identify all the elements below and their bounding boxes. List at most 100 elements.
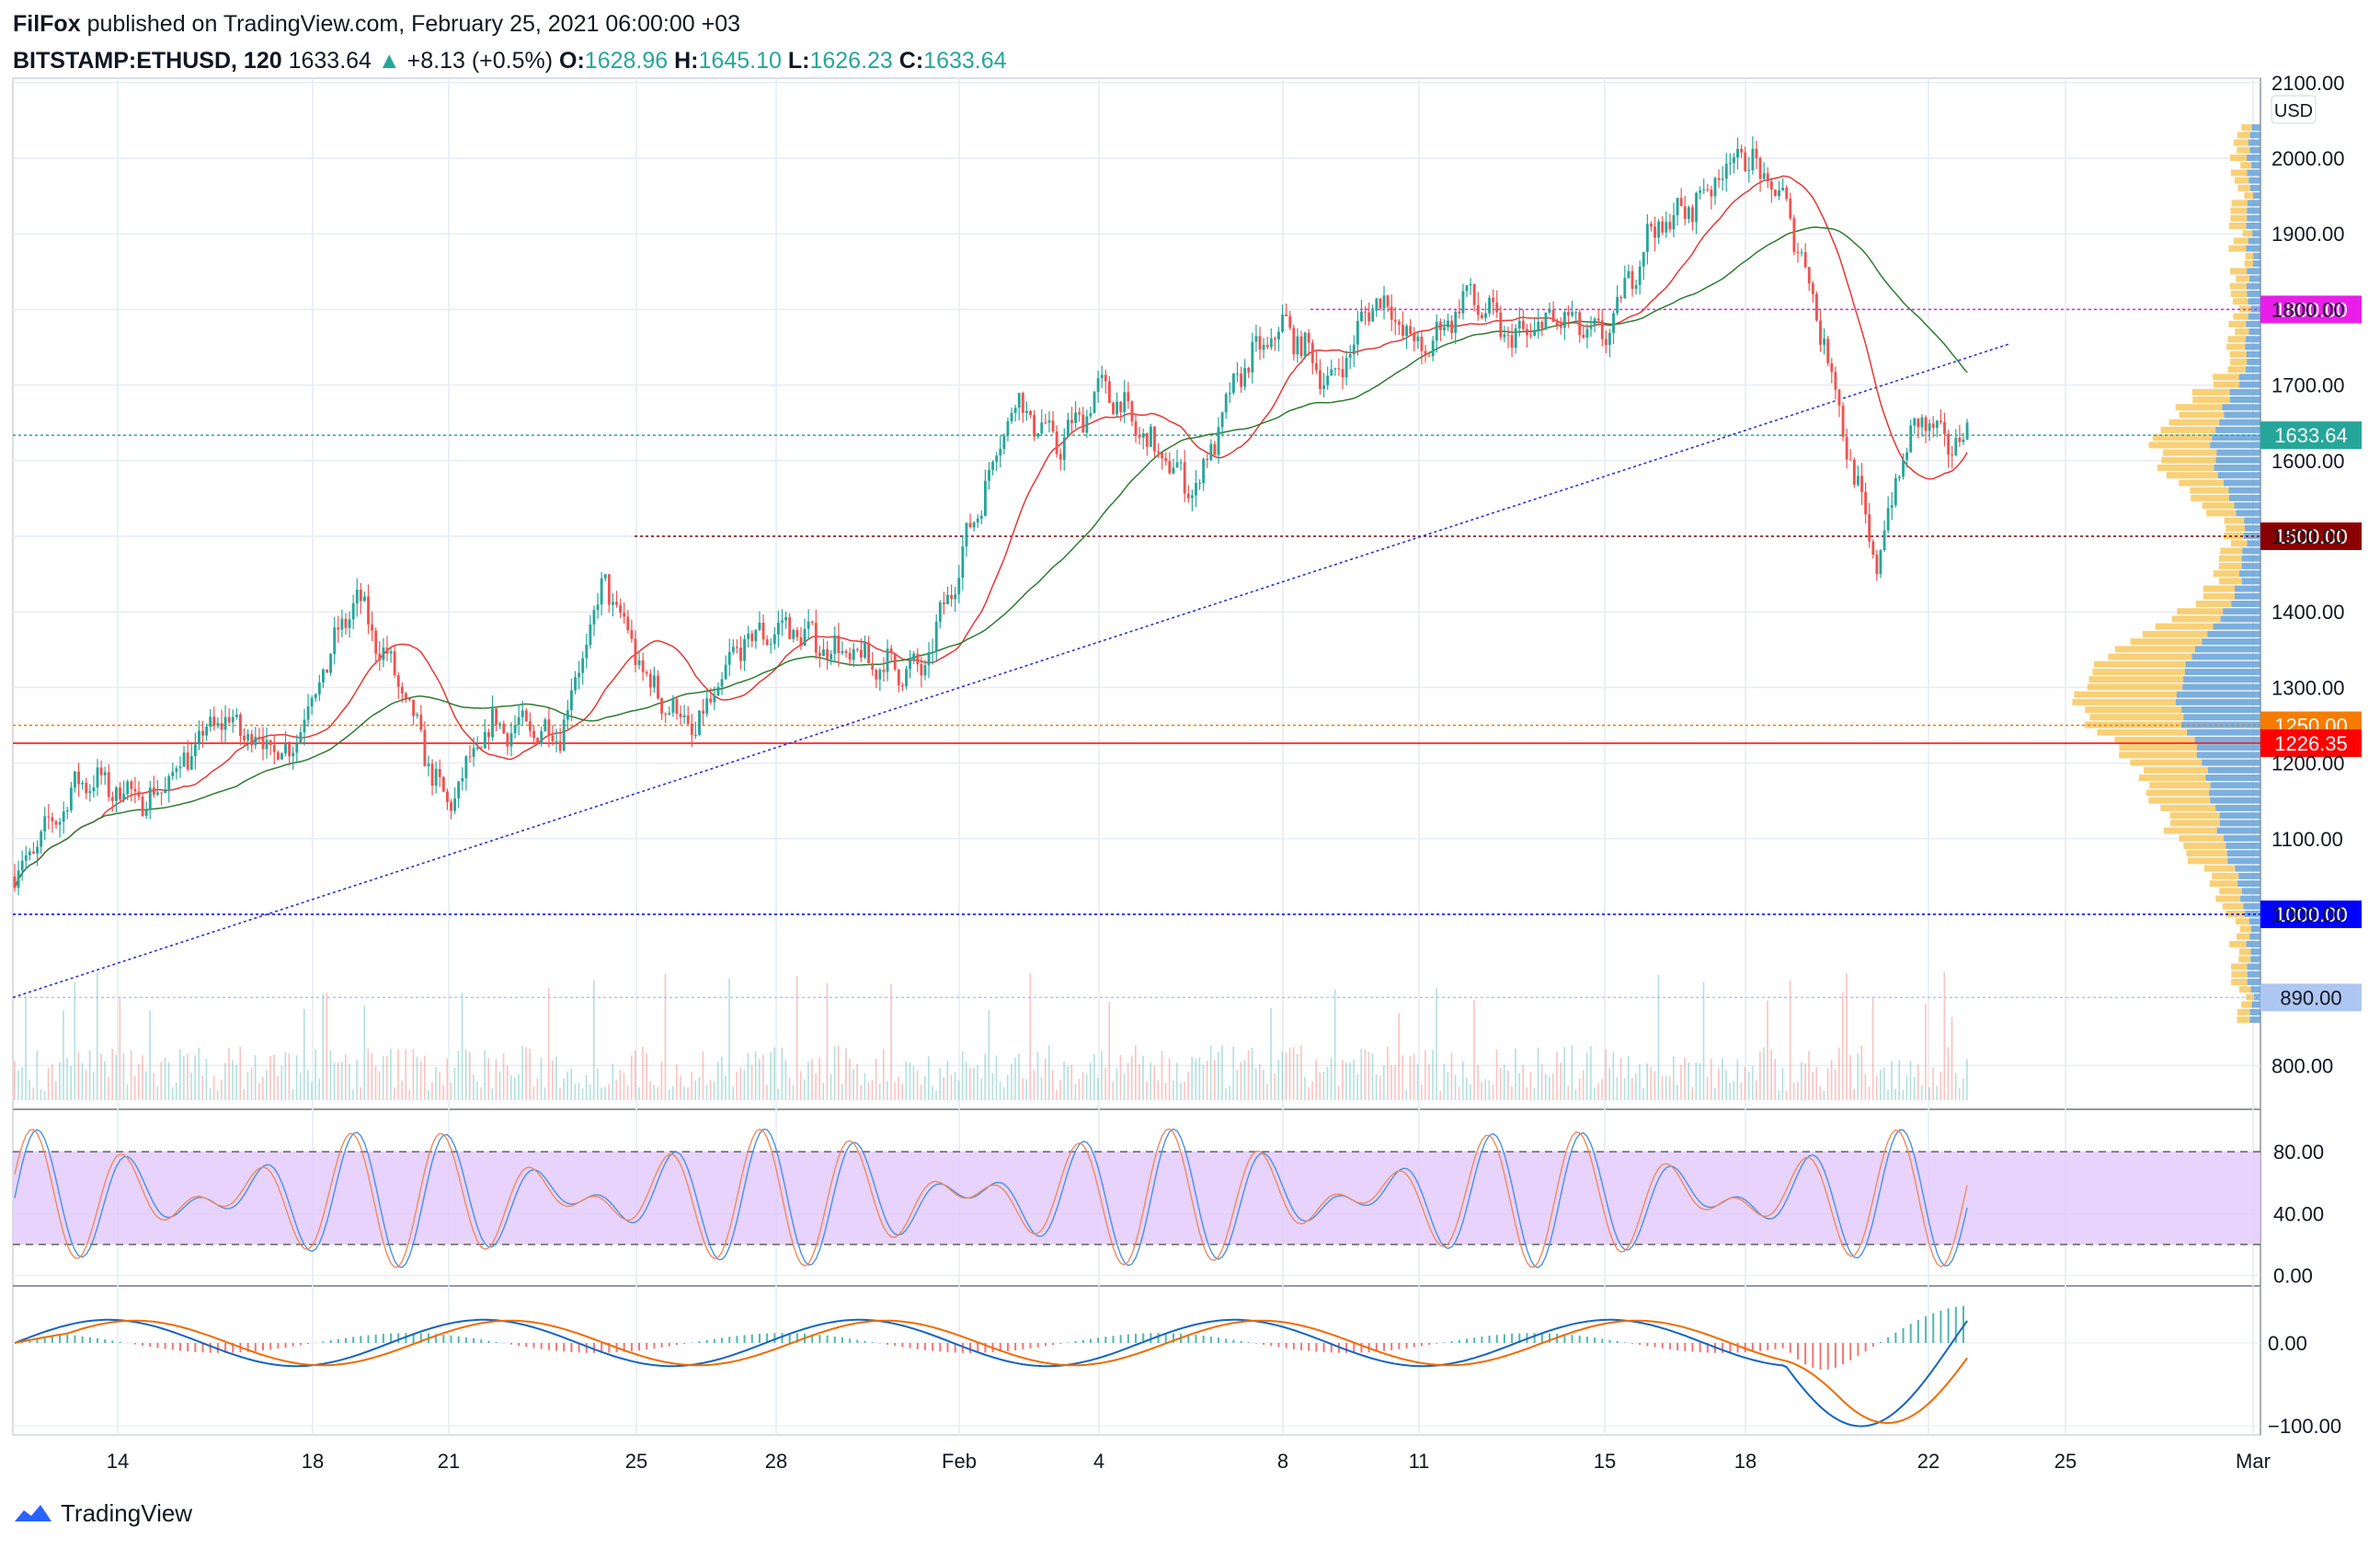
- level-price-label[interactable]: 1800.00: [2274, 298, 2348, 321]
- candle-body: [133, 788, 137, 792]
- time-tick-label[interactable]: 22: [1917, 1450, 1939, 1473]
- level-price-label[interactable]: 1000.00: [2274, 903, 2348, 926]
- time-tick-label[interactable]: 11: [1409, 1450, 1430, 1473]
- candle-body: [968, 522, 972, 528]
- time-tick-label[interactable]: 18: [1734, 1450, 1756, 1473]
- level-price-label[interactable]: 890.00: [2280, 986, 2341, 1009]
- candle-body: [509, 733, 513, 747]
- candle-body: [1153, 426, 1156, 452]
- candle-body: [1371, 310, 1375, 322]
- open-value: 1628.96: [584, 48, 669, 74]
- candle-body: [750, 633, 754, 642]
- volume-bar: [547, 987, 550, 1100]
- level-price-label[interactable]: 1633.64: [2274, 424, 2348, 447]
- candle-body: [1443, 327, 1446, 330]
- candle-body: [1540, 321, 1544, 329]
- time-tick-label[interactable]: 28: [765, 1450, 787, 1473]
- volume-bar: [612, 1063, 614, 1100]
- stoch-tick-label[interactable]: 80.00: [2273, 1141, 2324, 1164]
- macd-tick-label[interactable]: −100.00: [2268, 1415, 2341, 1438]
- time-tick-label[interactable]: 15: [1594, 1450, 1616, 1473]
- brand-name[interactable]: TradingView: [61, 1499, 193, 1527]
- candle-body: [536, 738, 540, 744]
- publisher-name[interactable]: FilFox: [13, 11, 81, 37]
- candle-body: [246, 734, 250, 740]
- volume-bar: [385, 1055, 388, 1100]
- macd-histogram-bar: [1623, 1342, 1626, 1343]
- time-axis[interactable]: 14 18 21 25 28 Feb 4 8 11 15 18 22 25 Mar: [107, 1450, 2271, 1473]
- macd-histogram-bar: [246, 1343, 249, 1352]
- volume-bar: [521, 1046, 523, 1100]
- volume-bar: [1507, 1070, 1509, 1100]
- candle-body: [566, 709, 569, 720]
- macd-tick-label[interactable]: 0.00: [2268, 1332, 2307, 1355]
- stoch-tick-label[interactable]: 0.00: [2273, 1265, 2313, 1288]
- level-price-label[interactable]: 1226.35: [2274, 732, 2348, 755]
- candle-body: [931, 651, 934, 653]
- volume-profile-bar-sell: [2227, 336, 2247, 343]
- volume-bar: [1229, 1085, 1230, 1100]
- volume-profile-bar-buy: [2251, 925, 2260, 933]
- price-tick-label[interactable]: 1800.00: [2271, 298, 2345, 321]
- trendline[interactable]: [12, 342, 2011, 999]
- volume-bar: [1184, 1081, 1185, 1100]
- level-price-label[interactable]: 1500.00: [2274, 525, 2348, 548]
- candle-body: [272, 744, 276, 752]
- candle-body: [1706, 189, 1710, 190]
- ascending-trendline[interactable]: [12, 342, 2011, 999]
- time-tick-label[interactable]: 4: [1093, 1450, 1104, 1473]
- price-tick-label[interactable]: 800.00: [2271, 1054, 2333, 1077]
- macd-histogram-bar: [1751, 1343, 1754, 1352]
- volume-bar: [671, 1086, 674, 1100]
- volume-bar: [130, 1050, 132, 1100]
- volume-bar: [1913, 1076, 1916, 1100]
- volume-bar: [540, 1058, 543, 1100]
- macd-histogram-bar: [74, 1335, 76, 1343]
- volume-bar: [532, 1086, 535, 1100]
- macd-histogram-bar: [901, 1343, 904, 1348]
- time-tick-label[interactable]: 25: [2054, 1450, 2077, 1473]
- time-tick-label[interactable]: Feb: [942, 1450, 977, 1473]
- volume-bar: [841, 1084, 843, 1100]
- macd-histogram-bar: [480, 1339, 483, 1343]
- time-tick-label[interactable]: 18: [302, 1450, 324, 1473]
- time-tick-label[interactable]: Mar: [2236, 1450, 2271, 1473]
- candle-body: [295, 743, 299, 753]
- price-tick-label[interactable]: 2000.00: [2271, 147, 2345, 170]
- macd-histogram-bar: [818, 1335, 821, 1343]
- stoch-tick-label[interactable]: 40.00: [2273, 1202, 2324, 1225]
- volume-profile-bar-buy: [2251, 124, 2260, 132]
- candle-body: [788, 616, 792, 639]
- time-tick-label[interactable]: 8: [1277, 1450, 1288, 1473]
- time-tick-label[interactable]: 21: [438, 1450, 460, 1473]
- macd-histogram-bar: [909, 1343, 911, 1348]
- price-tick-label[interactable]: 1600.00: [2271, 450, 2345, 473]
- price-tick-label[interactable]: 1400.00: [2271, 601, 2345, 624]
- symbol-label[interactable]: BITSTAMP:ETHUSD, 120: [13, 48, 282, 74]
- price-tick-label[interactable]: 1100.00: [2271, 828, 2343, 851]
- volume-bar: [1672, 1056, 1675, 1100]
- price-tick-label[interactable]: 1900.00: [2271, 223, 2345, 246]
- candle-body: [983, 480, 987, 516]
- time-tick-label[interactable]: 25: [625, 1450, 647, 1473]
- candle-body: [927, 651, 931, 666]
- volume-bar: [1018, 1053, 1020, 1100]
- price-tick-label[interactable]: 2100.00: [2271, 72, 2345, 95]
- macd-histogram-bar: [1029, 1343, 1032, 1348]
- price-tick-label[interactable]: 1300.00: [2271, 676, 2345, 699]
- time-tick-label[interactable]: 14: [107, 1450, 129, 1473]
- price-tick-label[interactable]: 1500.00: [2271, 525, 2345, 548]
- candle-body: [1149, 426, 1152, 447]
- currency-box[interactable]: [2271, 95, 2317, 124]
- price-tick-label[interactable]: 1700.00: [2271, 374, 2345, 397]
- candle-body: [32, 851, 35, 854]
- currency-label[interactable]: USD: [2274, 101, 2313, 121]
- volume-profile-bar-sell: [2160, 426, 2216, 433]
- candle-body: [1402, 325, 1404, 337]
- volume-bar: [246, 1072, 249, 1100]
- candle-body: [1017, 393, 1021, 408]
- price-axis[interactable]: 2100.00 2000.00 1900.00 1800.00 1700.00 1600.…: [2268, 72, 2345, 1438]
- price-tick-label[interactable]: 1200.00: [2271, 752, 2345, 775]
- price-tick-label[interactable]: 1000.00: [2271, 903, 2345, 926]
